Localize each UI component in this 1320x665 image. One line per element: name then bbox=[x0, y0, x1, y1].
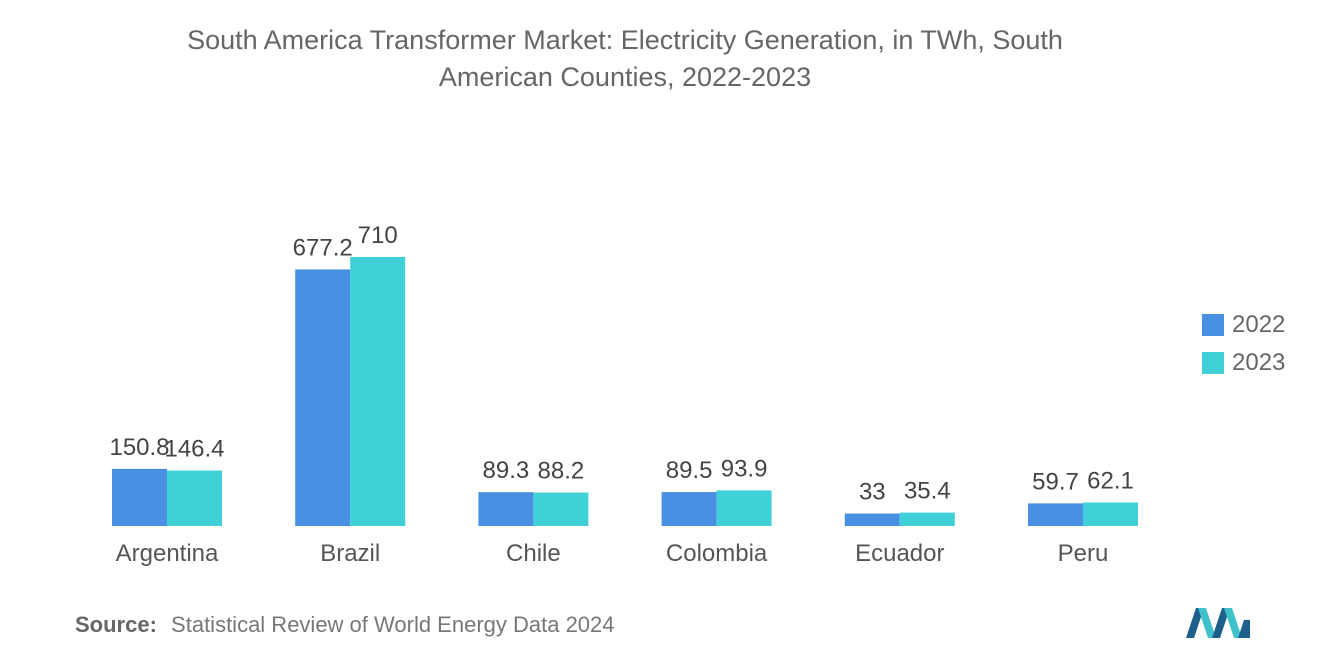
bar-chile-2022 bbox=[478, 492, 534, 526]
x-tick-label-chile: Chile bbox=[506, 540, 561, 567]
data-label-peru-2022: 59.7 bbox=[1032, 468, 1079, 495]
data-label-peru-2023: 62.1 bbox=[1087, 467, 1134, 494]
bar-argentina-2022 bbox=[112, 468, 167, 526]
source-note: Source: Statistical Review of World Ener… bbox=[75, 612, 615, 638]
source-label: Source: bbox=[75, 612, 157, 637]
bar-brazil-2022 bbox=[295, 269, 351, 526]
legend-swatch-2022 bbox=[1202, 314, 1224, 336]
bar-argentina-2023 bbox=[167, 470, 222, 526]
x-tick-label-brazil: Brazil bbox=[320, 540, 380, 567]
data-label-chile-2022: 89.3 bbox=[483, 457, 530, 484]
chart-title-line-1: South America Transformer Market: Electr… bbox=[187, 25, 1063, 55]
chart-title: South America Transformer Market: Electr… bbox=[0, 22, 1250, 96]
data-label-chile-2023: 88.2 bbox=[538, 458, 585, 485]
x-tick-label-colombia: Colombia bbox=[666, 540, 768, 567]
bar-colombia-2023 bbox=[716, 490, 772, 526]
bar-peru-2023 bbox=[1083, 502, 1138, 526]
chart-legend: 2022 2023 bbox=[1202, 306, 1285, 382]
x-tick-label-peru: Peru bbox=[1058, 540, 1109, 567]
legend-label-2023: 2023 bbox=[1232, 349, 1286, 376]
data-label-ecuador-2022: 33 bbox=[859, 478, 886, 505]
data-label-colombia-2023: 93.9 bbox=[721, 455, 768, 482]
data-label-brazil-2022: 677.2 bbox=[293, 234, 353, 261]
data-label-ecuador-2023: 35.4 bbox=[904, 478, 951, 505]
brand-logo-icon bbox=[1186, 608, 1250, 638]
legend-item-2022: 2022 bbox=[1202, 306, 1285, 344]
legend-swatch-2023 bbox=[1202, 352, 1224, 374]
legend-item-2023: 2023 bbox=[1202, 344, 1285, 382]
x-tick-label-ecuador: Ecuador bbox=[855, 540, 944, 567]
bar-colombia-2022 bbox=[661, 492, 717, 526]
bar-ecuador-2022 bbox=[844, 513, 900, 526]
x-tick-label-argentina: Argentina bbox=[116, 540, 219, 567]
data-label-argentina-2023: 146.4 bbox=[164, 436, 224, 463]
bar-brazil-2023 bbox=[350, 257, 406, 526]
source-text: Statistical Review of World Energy Data … bbox=[171, 612, 615, 637]
chart-title-line-2: American Counties, 2022-2023 bbox=[438, 62, 812, 92]
data-label-brazil-2023: 710 bbox=[358, 222, 398, 249]
bar-peru-2022 bbox=[1028, 503, 1083, 526]
legend-label-2022: 2022 bbox=[1232, 311, 1286, 338]
data-label-argentina-2022: 150.8 bbox=[109, 434, 169, 461]
bar-chile-2023 bbox=[533, 492, 589, 526]
bar-ecuador-2023 bbox=[899, 512, 955, 526]
data-label-colombia-2022: 89.5 bbox=[666, 457, 713, 484]
